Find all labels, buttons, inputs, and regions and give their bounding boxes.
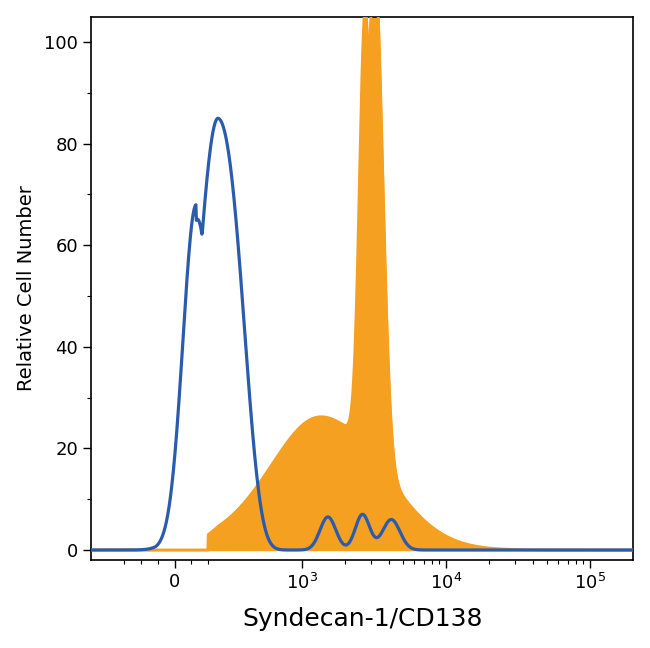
Y-axis label: Relative Cell Number: Relative Cell Number — [17, 185, 36, 391]
X-axis label: Syndecan-1/CD138: Syndecan-1/CD138 — [242, 607, 482, 631]
